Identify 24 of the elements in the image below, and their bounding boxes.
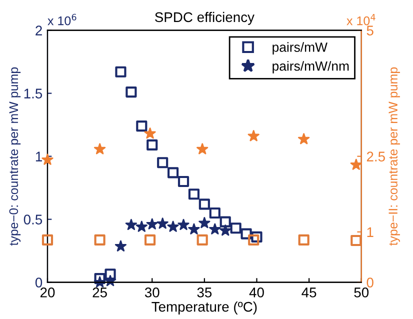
x-tick-label: 40 <box>249 288 264 298</box>
x-tick-label: 20 <box>40 288 55 298</box>
legend-label: pairs/mW/nm <box>272 61 349 74</box>
y2-axis-title: type−II: countrate per mW pump <box>388 67 400 246</box>
y-tick-label: 0.5 <box>24 214 42 224</box>
text: x 10$^{6}$ <box>48 14 76 26</box>
y2-tick-label: 0 <box>366 278 374 288</box>
x-tick-label: 45 <box>302 288 316 298</box>
chart-title: SPDC efficiency <box>155 12 254 25</box>
x-tick-label: 50 <box>354 288 369 298</box>
x-axis-title: Temperature (ºC) <box>152 302 257 314</box>
y-tick-label: 2 <box>36 26 42 36</box>
y-axis-title: type−0: countrate per mW pump <box>9 67 21 246</box>
y2-tick-label: 2.5 <box>366 152 385 162</box>
x-tick-label: 30 <box>144 288 160 298</box>
text: x 10$^{4}$ <box>346 14 376 26</box>
x-tick-label: 25 <box>92 288 107 298</box>
y-tick-label: 1.5 <box>24 88 42 98</box>
y2-tick-label: 5 <box>366 26 374 36</box>
y2-tick-label: 1 <box>367 227 374 237</box>
x-tick-label: 35 <box>197 288 212 298</box>
y-tick-label: 0 <box>35 278 42 288</box>
y-tick-label: 1 <box>36 152 42 162</box>
legend-label: pairs/mW <box>272 42 328 54</box>
